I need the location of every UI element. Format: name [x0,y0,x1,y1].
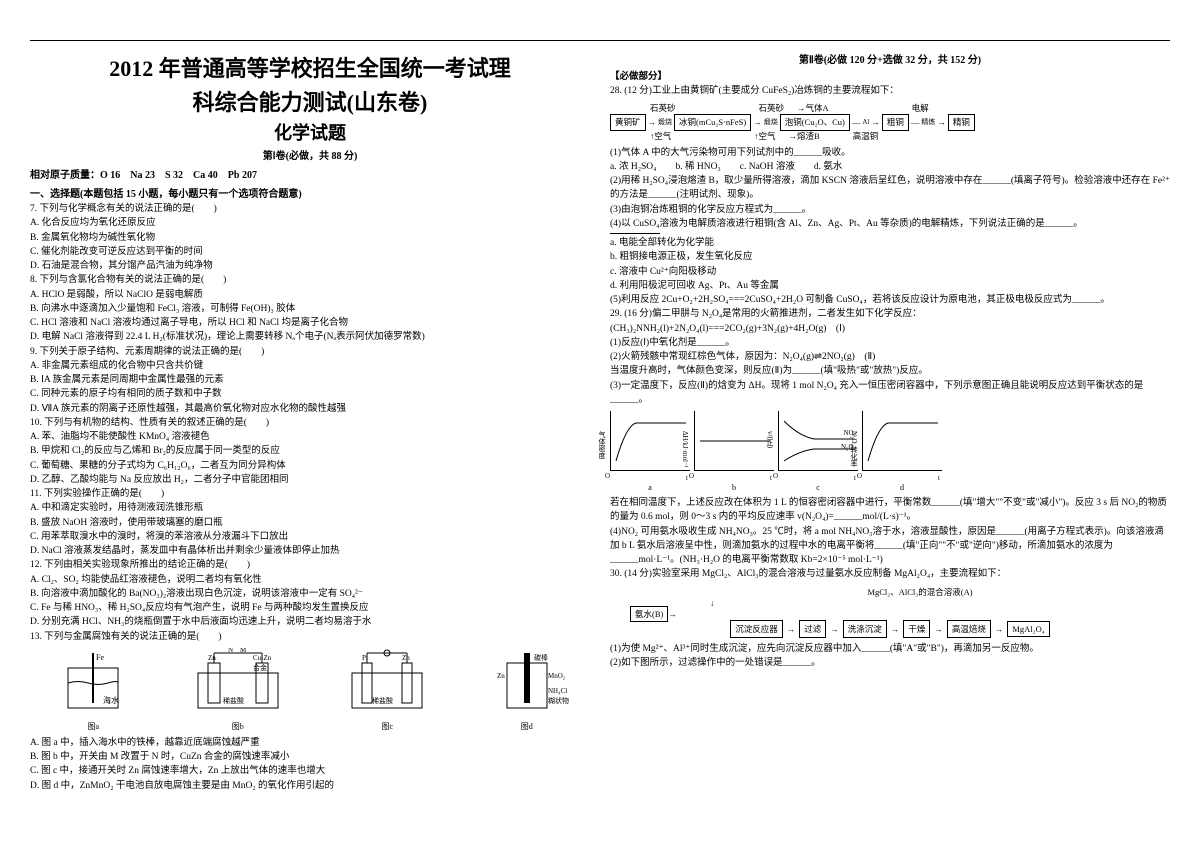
q9b: B. ⅠA 族金属元素是同周期中金属性最强的元素 [30,373,590,387]
svg-text:Fe: Fe [96,653,104,662]
diagram-b: Zn Cu-Zn 合金 N M 稀盐酸 图b [183,648,293,732]
q9d: D. ⅦA 族元素的阴离子还原性越强，其最高价氧化物对应水化物的酸性越强 [30,402,590,416]
svg-text:NH₄Cl: NH₄Cl [548,687,567,695]
title-subject: 化学试题 [30,119,590,145]
chart-c: v/(正) NO₂ N₂O₄ O t [778,411,858,471]
q13c: C. 图 c 中，接通开关时 Zn 腐蚀速率增大，Zn 上放出气体的速率也增大 [30,764,590,778]
section1-header: 一、选择题(本题包括 15 小题，每小题只有一个选项符合题意) [30,185,590,200]
q10d: D. 乙醇、乙酸均能与 Na 反应放出 H₂，二者分子中官能团相同 [30,473,590,487]
q30-1: (1)为使 Mg²⁺、Al³⁺同时生成沉淀，应先向沉淀反应器中加入______(… [610,642,1170,656]
q29-3: (3)一定温度下，反应(Ⅱ)的焓变为 ΔH。现将 1 mol N₂O₄ 充入一恒… [610,379,1170,408]
q11d: D. NaCl 溶液蒸发结晶时，蒸发皿中有晶体析出并剩余少量液体即停止加热 [30,544,590,558]
part2-label: 第Ⅱ卷(必做 120 分+选做 32 分，共 152 分) [610,51,1170,66]
q11a: A. 中和滴定实验时，用待测液润洗锥形瓶 [30,501,590,515]
svg-text:MnO₂: MnO₂ [548,672,566,680]
q8a: A. HClO 是弱酸，所以 NaClO 是弱电解质 [30,288,590,302]
q29-eq: (CH₃)₂NNH₂(l)+2N₂O₄(l)===2CO₂(g)+3N₂(g)+… [610,322,1170,336]
q9c: C. 同种元素的原子均有相同的质子数和中子数 [30,387,590,401]
diagram-a: Fe 海水 图a [48,648,138,732]
diagram-d: Zn 碳棒 MnO₂ NH₄Cl 糊状物 图d [482,648,572,732]
q28-4: (4)以 CuSO₄溶液为电解质溶液进行粗铜(含 Al、Zn、Ag、Pt、Au … [610,217,1170,231]
q30-head: 30. (14 分)实验室采用 MgCl₂、AlCl₃的混合溶液与过量氨水反应制… [610,567,1170,581]
atomic-mass: 相对原子质量：O 16 Na 23 S 32 Ca 40 Pb 207 [30,166,590,181]
q10b: B. 甲烷和 Cl₂的反应与乙烯和 Br₂的反应属于同一类型的反应 [30,444,590,458]
q9a: A. 非金属元素组成的化合物中只含共价键 [30,359,590,373]
beaker-a-icon: Fe 海水 [48,648,138,718]
svg-text:N M: N M [228,648,247,654]
q29-2: (2)火箭残骸中常现红棕色气体，原因为：N₂O₄(g)⇌2NO₂(g) (Ⅱ) [610,350,1170,364]
required-label: 【必做部分】 [610,70,1170,84]
q28-flowchart: 石英砂 石英砂 →气体A 电解 黄铜矿 →煅烧 冰铜(mCu₂S·nFeS) →… [610,103,1170,142]
q10: 10. 下列与有机物的结构、性质有关的叙述正确的是( ) [30,416,590,430]
q7d: D. 石油是混合物，其分馏产品汽油为纯净物 [30,259,590,273]
q29-1: (1)反应(Ⅰ)中氧化剂是______。 [610,336,1170,350]
left-column: 2012 年普通高等学校招生全国统一考试理 科综合能力测试(山东卷) 化学试题 … [30,51,590,819]
q12d: D. 分别充满 HCl、NH₃的烧瓶倒置于水中后液面均迅速上升，说明二者均易溶于… [30,615,590,629]
q13d: D. 图 d 中，ZnMnO₂ 干电池自放电腐蚀主要是由 MnO₂ 的氧化作用引… [30,779,590,793]
chart-b: ΔH/kJ·mol⁻¹ O t [694,411,774,471]
svg-text:稀盐酸: 稀盐酸 [223,696,244,705]
q12b: B. 向溶液中滴加酸化的 Ba(NO₃)₂溶液出现白色沉淀，说明该溶液中一定有 … [30,587,590,601]
q7c: C. 催化剂能改变可逆反应达到平衡的时间 [30,245,590,259]
q11c: C. 用苯萃取溴水中的溴时，将溴的苯溶液从分液漏斗下口放出 [30,530,590,544]
q28-5: (5)利用反应 2Cu+O₂+2H₂SO₄===2CuSO₄+2H₂O 可制备 … [610,293,1170,307]
svg-text:Zn: Zn [402,654,410,662]
chart-a: 气体密度 O t [610,411,690,471]
q30-2: (2)如下图所示，过滤操作中的一处错误是______。 [610,656,1170,670]
svg-text:稀盐酸: 稀盐酸 [372,696,393,705]
q13a: A. 图 a 中，插入海水中的铁棒，越靠近底端腐蚀越严重 [30,736,590,750]
q11: 11. 下列实验操作正确的是( ) [30,487,590,501]
svg-text:合金: 合金 [253,663,267,672]
chart-d: N₂O₄转化率 O t [862,411,942,471]
q12c: C. Fe 与稀 HNO₃、稀 H₂SO₄反应均有气泡产生，说明 Fe 与两种酸… [30,601,590,615]
q28-4b: b. 粗铜接电源正极，发生氧化反应 [610,250,1170,264]
q28-1: (1)气体 A 中的大气污染物可用下列试剂中的______吸收。 [610,146,1170,160]
beaker-b-icon: Zn Cu-Zn 合金 N M 稀盐酸 [183,648,293,718]
q7b: B. 金属氧化物均为碱性氧化物 [30,231,590,245]
q29-2b: 当温度升高时，气体颜色变深，则反应(Ⅱ)为______(填"吸热"或"放热")反… [610,364,1170,378]
title-line2: 科综合能力测试(山东卷) [30,85,590,117]
q28-head: 28. (12 分)工业上由黄铜矿(主要成分 CuFeS₂)冶炼铜的主要流程如下… [610,84,1170,98]
battery-d-icon: Zn 碳棒 MnO₂ NH₄Cl 糊状物 [482,648,572,718]
q12a: A. Cl₂、SO₂ 均能使品红溶液褪色，说明二者均有氧化性 [30,573,590,587]
svg-text:碳棒: 碳棒 [534,653,548,662]
q28-4c: c. 溶液中 Cu²⁺向阳极移动 [610,265,1170,279]
svg-text:Zn: Zn [497,672,505,680]
q28-4a: a. 电能全部转化为化学能 [610,236,1170,250]
q29-head: 29. (16 分)偏二甲肼与 N₂O₄是常用的火箭推进剂，二者发生如下化学反应… [610,307,1170,321]
q28-4d: d. 利用阳极泥可回收 Ag、Pt、Au 等金属 [610,279,1170,293]
q10c: C. 葡萄糖、果糖的分子式均为 C₆H₁₂O₆，二者互为同分异构体 [30,459,590,473]
diagram-c: Pt Zn 稀盐酸 图c [337,648,437,732]
q13: 13. 下列与金属腐蚀有关的说法正确的是( ) [30,630,590,644]
part1-label: 第Ⅰ卷(必做，共 88 分) [30,147,590,162]
right-column: 第Ⅱ卷(必做 120 分+选做 32 分，共 152 分) 【必做部分】 28.… [610,51,1170,819]
q29-4: (4)NO₂ 可用氨水吸收生成 NH₄NO₃。25 ℃时，将 a mol NH₄… [610,525,1170,568]
svg-text:糊状物: 糊状物 [548,696,569,705]
q13-diagrams: Fe 海水 图a Zn Cu-Zn 合金 N M [30,648,590,732]
q28-2: (2)用稀 H₂SO₄浸泡熔渣 B，取少量所得溶液，滴加 KSCN 溶液后呈红色… [610,174,1170,203]
q7a: A. 化合反应均为氧化还原反应 [30,216,590,230]
title-line1: 2012 年普通高等学校招生全国统一考试理 [30,51,590,83]
svg-text:Zn: Zn [208,654,216,662]
q11b: B. 盛放 NaOH 溶液时，使用带玻璃塞的磨口瓶 [30,516,590,530]
beaker-c-icon: Pt Zn 稀盐酸 [337,648,437,718]
q8c: C. HCl 溶液和 NaCl 溶液均通过离子导电，所以 HCl 和 NaCl … [30,316,590,330]
q12: 12. 下列由相关实验现象所推出的结论正确的是( ) [30,558,590,572]
q8b: B. 向沸水中逐滴加入少量饱和 FeCl₃ 溶液，可制得 Fe(OH)₃ 胶体 [30,302,590,316]
q29-3b: 若在相同温度下，上述反应改在体积为 1 L 的恒容密闭容器中进行，平衡常数___… [610,496,1170,525]
q8d: D. 电解 NaCl 溶液得到 22.4 L H₂(标准状况)，理论上需要转移 … [30,330,590,344]
q9: 9. 下列关于原子结构、元素周期律的说法正确的是( ) [30,345,590,359]
q13b: B. 图 b 中，开关由 M 改置于 N 时，CuZn 合金的腐蚀速率减小 [30,750,590,764]
q28-1opts: a. 浓 H₂SO₄ b. 稀 HNO₃ c. NaOH 溶液 d. 氨水 [610,160,1170,174]
q29-charts: 气体密度 O t a ΔH/kJ·mol⁻¹ O t b [610,411,1170,492]
q30-flowchart: MgCl₂、AlCl₃的混合溶液(A) ↓ 氨水(B)→ 沉淀反应器→ 过滤→ … [610,586,1170,638]
q10a: A. 苯、油脂均不能使酸性 KMnO₄ 溶液褪色 [30,430,590,444]
q7: 7. 下列与化学概念有关的说法正确的是( ) [30,202,590,216]
q8: 8. 下列与含氯化合物有关的说法正确的是( ) [30,273,590,287]
svg-text:海水: 海水 [103,695,119,705]
q28-3: (3)由泡铜冶炼粗铜的化学反应方程式为______。 [610,203,1170,217]
